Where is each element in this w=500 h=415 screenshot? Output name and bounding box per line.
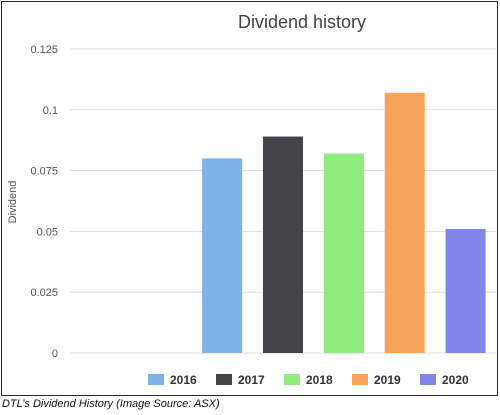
figure-caption: DTL’s Dividend History (Image Source: AS… [2,398,220,410]
bar-2017[interactable] [263,136,303,353]
y-tick-labels: 0 0.025 0.05 0.075 0.1 0.125 [30,44,58,360]
bar-2018[interactable] [323,153,364,353]
y-tick-label: 0.1 [43,105,58,117]
legend-swatch-2020 [420,374,436,385]
legend-swatch-2016 [148,374,164,385]
y-tick-label: 0.025 [30,287,58,299]
bar-2019[interactable] [384,92,425,353]
chart-title: Dividend history [238,12,366,32]
y-tick-label: 0.125 [30,44,58,56]
legend-label-2018[interactable]: 2018 [306,373,333,387]
bar-2020[interactable] [445,228,486,353]
bar-2016[interactable] [202,158,243,353]
dividend-chart: Dividend history Dividend 0 0.025 0.05 0.07… [7,12,496,387]
legend-label-2020[interactable]: 2020 [442,373,469,387]
bars [202,92,486,353]
legend-label-2019[interactable]: 2019 [374,373,401,387]
legend-swatch-2017 [216,374,232,385]
chart-frame: Dividend history Dividend 0 0.025 0.05 0.07… [1,1,498,396]
legend-swatch-2019 [352,374,368,385]
legend-label-2016[interactable]: 2016 [170,373,197,387]
y-tick-label: 0.075 [30,166,58,178]
y-tick-label: 0 [52,348,58,360]
legend: 2016 2017 2018 2019 2020 [148,373,469,387]
legend-label-2017[interactable]: 2017 [238,373,265,387]
y-axis-label: Dividend [7,181,19,224]
legend-swatch-2018 [284,374,300,385]
y-tick-label: 0.05 [37,226,58,238]
